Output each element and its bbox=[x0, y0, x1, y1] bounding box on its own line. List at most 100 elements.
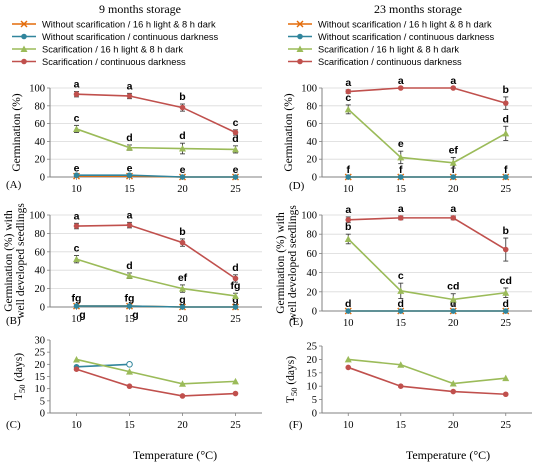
x-tick-label: 15 bbox=[396, 184, 407, 195]
data-point bbox=[397, 308, 404, 314]
significance-letter: b bbox=[503, 84, 509, 96]
y-axis-label: well developed seedlings bbox=[15, 203, 27, 319]
y-tick-label: 20 bbox=[307, 355, 318, 366]
significance-letter: d bbox=[503, 113, 509, 125]
y-tick-label: 10 bbox=[35, 384, 46, 395]
legend-23-months: Without scarification / 16 h light & 8 h… bbox=[288, 20, 495, 67]
series-line bbox=[347, 108, 507, 164]
y-tick-label: 100 bbox=[301, 211, 317, 222]
x-tick-label: 25 bbox=[230, 184, 241, 195]
x-tick-label: 10 bbox=[71, 184, 82, 195]
y-tick-label: 15 bbox=[307, 368, 318, 379]
data-point bbox=[126, 303, 133, 309]
x-tick-label: 10 bbox=[71, 420, 82, 431]
data-point bbox=[397, 287, 405, 294]
series-3: a a ab bbox=[345, 75, 509, 110]
data-point bbox=[73, 355, 80, 363]
data-point bbox=[345, 217, 352, 223]
significance-letter: a bbox=[398, 203, 404, 215]
data-point bbox=[397, 153, 405, 161]
significance-letter: d bbox=[398, 298, 404, 310]
y-tick-label: 20 bbox=[307, 287, 318, 298]
series-3: a a ab bbox=[345, 203, 509, 262]
significance-letter: d bbox=[126, 260, 132, 272]
legend-marker bbox=[21, 58, 27, 65]
data-point bbox=[179, 145, 186, 152]
x-tick-label: 20 bbox=[177, 184, 188, 195]
series-line bbox=[348, 217, 507, 251]
series-line bbox=[76, 305, 236, 308]
series-2 bbox=[73, 366, 239, 399]
significance-letter: d bbox=[345, 298, 351, 310]
y-tick-label: 15 bbox=[35, 372, 46, 383]
data-point bbox=[397, 383, 404, 390]
y-tick-label: 40 bbox=[35, 266, 46, 277]
significance-letter: g bbox=[179, 294, 185, 306]
y-tick-label: 0 bbox=[312, 173, 317, 184]
panel-letter: (E) bbox=[289, 316, 303, 328]
column-title-9-months: 9 months storage bbox=[99, 2, 181, 16]
significance-letter: b bbox=[345, 221, 351, 233]
y-tick-label: 80 bbox=[307, 230, 318, 241]
y-tick-label: 0 bbox=[40, 173, 45, 184]
data-point bbox=[179, 174, 186, 180]
data-point bbox=[179, 380, 186, 387]
panel-letter: (C) bbox=[6, 419, 21, 431]
x-tick-label: 20 bbox=[177, 314, 188, 325]
significance-letter: a bbox=[450, 203, 456, 215]
legend-marker bbox=[20, 20, 28, 28]
significance-letter: b bbox=[503, 225, 509, 237]
x-tick-label: 20 bbox=[448, 318, 459, 329]
y-tick-label: 20 bbox=[35, 155, 46, 166]
series-1 bbox=[73, 172, 239, 180]
y-tick-label: 20 bbox=[307, 155, 318, 166]
significance-letter: cd bbox=[500, 275, 512, 287]
y-tick-label: 20 bbox=[35, 360, 46, 371]
y-axis-label: Germination (%) bbox=[283, 93, 295, 171]
data-point bbox=[126, 272, 133, 279]
data-point bbox=[345, 88, 352, 95]
y-tick-label: 80 bbox=[35, 101, 46, 112]
data-point bbox=[502, 129, 510, 137]
y-tick-label: 60 bbox=[35, 119, 46, 130]
x-tick-label: 25 bbox=[230, 314, 241, 325]
significance-letter: a bbox=[345, 204, 351, 216]
significance-letter: f bbox=[452, 164, 456, 176]
x-tick-label: 15 bbox=[396, 420, 407, 431]
significance-letter: e bbox=[74, 163, 80, 175]
data-point bbox=[345, 308, 352, 314]
y-tick-label: 5 bbox=[312, 395, 317, 406]
y-tick-label: 0 bbox=[312, 307, 317, 318]
data-point bbox=[232, 304, 239, 310]
x-axis-label-left: Temperature (°C) bbox=[133, 448, 217, 462]
significance-letter: fg bbox=[231, 280, 241, 292]
legend-label: Scarification / continuous darkness bbox=[42, 57, 186, 67]
series-line bbox=[348, 87, 506, 104]
legend-label: Scarification / 16 h light & 8 h dark bbox=[42, 45, 183, 55]
y-tick-label: 80 bbox=[35, 229, 46, 240]
x-tick-label: 25 bbox=[501, 184, 512, 195]
significance-letter: e bbox=[233, 164, 239, 176]
data-point bbox=[502, 308, 509, 314]
panel-d-germination-23m: 0 20 40 60 80 100 10 15 20 25 Germination (%) (D) f f… bbox=[283, 75, 532, 195]
x-tick-label: 15 bbox=[396, 318, 407, 329]
data-point bbox=[502, 374, 510, 382]
significance-letter: c bbox=[74, 242, 80, 254]
y-tick-label: 5 bbox=[40, 396, 45, 407]
x-tick-label: 25 bbox=[501, 420, 512, 431]
series-line bbox=[347, 366, 506, 396]
significance-letter: d bbox=[503, 298, 509, 310]
series-line bbox=[347, 238, 506, 301]
series-1 bbox=[73, 355, 239, 387]
legend-label: Without scarification / continuous darkn… bbox=[318, 32, 495, 42]
data-point bbox=[73, 303, 80, 309]
panel-b-seedlings-9m: 0 20 40 60 80 100 10 15 20 25 Germination (%) with… bbox=[3, 203, 262, 327]
significance-letter: a bbox=[74, 79, 80, 91]
significance-letter: d bbox=[179, 130, 185, 142]
series-1 bbox=[345, 174, 509, 180]
data-point bbox=[232, 377, 239, 385]
panel-letter: (F) bbox=[289, 419, 303, 431]
significance-letter: g bbox=[132, 309, 138, 321]
x-tick-label: 25 bbox=[230, 420, 241, 431]
data-point bbox=[179, 285, 186, 292]
